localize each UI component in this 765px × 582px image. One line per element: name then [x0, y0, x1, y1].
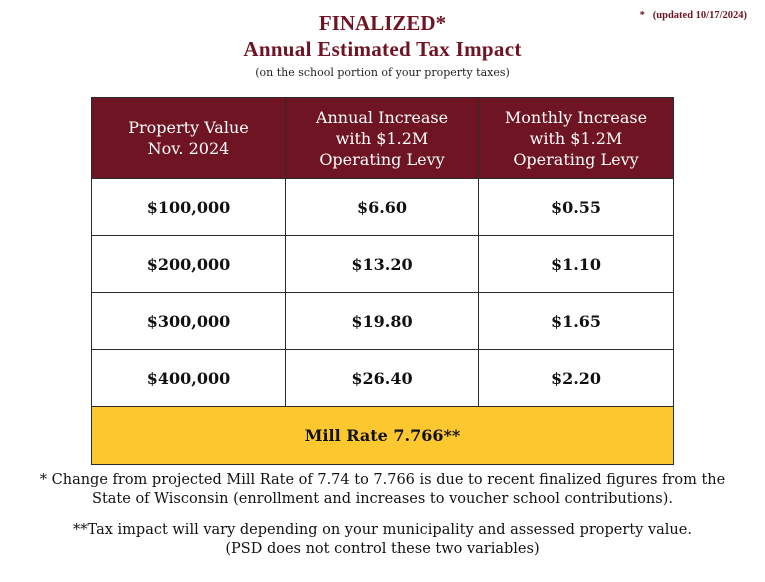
- footnote-mill-rate-change: * Change from projected Mill Rate of 7.7…: [0, 471, 765, 509]
- annual-increase-cell: $19.80: [285, 292, 479, 350]
- annual-increase-cell: $13.20: [285, 235, 479, 293]
- header-line: Operating Levy: [513, 149, 639, 169]
- property-value-cell: $100,000: [91, 178, 286, 236]
- header-line: Nov. 2024: [147, 139, 230, 158]
- property-value-cell: $300,000: [91, 292, 286, 350]
- page-title: Annual Estimated Tax Impact: [243, 37, 522, 61]
- table-row: $300,000 $19.80 $1.65: [91, 292, 674, 350]
- tax-impact-table: Property Value Nov. 2024 Annual Increase…: [91, 97, 674, 465]
- page-title-status: FINALIZED*: [318, 11, 447, 35]
- page-header: FINALIZED* Annual Estimated Tax Impact (…: [0, 10, 765, 79]
- updated-date-note: * (updated 10/17/2024): [639, 10, 747, 21]
- monthly-increase-cell: $1.10: [478, 235, 674, 293]
- property-value-cell: $400,000: [91, 349, 286, 407]
- header-line: Annual Increase: [315, 107, 449, 127]
- mill-rate-row: Mill Rate 7.766**: [91, 406, 674, 465]
- monthly-increase-cell: $2.20: [478, 349, 674, 407]
- page-subtitle: (on the school portion of your property …: [255, 66, 510, 79]
- monthly-increase-cell: $0.55: [478, 178, 674, 236]
- column-header-property-value: Property Value Nov. 2024: [91, 97, 286, 179]
- property-value-cell: $200,000: [91, 235, 286, 293]
- header-line: Property Value: [128, 118, 249, 137]
- table-row: $100,000 $6.60 $0.55: [91, 178, 674, 236]
- header-line: Operating Levy: [319, 149, 445, 169]
- footnote-line: State of Wisconsin (enrollment and incre…: [92, 491, 673, 507]
- header-line: with $1.2M: [529, 128, 623, 148]
- annual-increase-cell: $26.40: [285, 349, 479, 407]
- table-header-row: Property Value Nov. 2024 Annual Increase…: [91, 97, 674, 179]
- mill-rate-cell: Mill Rate 7.766**: [91, 406, 674, 465]
- footnote-line: **Tax impact will vary depending on your…: [73, 522, 692, 538]
- column-header-monthly-increase: Monthly Increase with $1.2M Operating Le…: [478, 97, 674, 179]
- footnote-tax-impact: **Tax impact will vary depending on your…: [0, 521, 765, 559]
- annual-increase-cell: $6.60: [285, 178, 479, 236]
- header-line: with $1.2M: [335, 128, 429, 148]
- table-row: $400,000 $26.40 $2.20: [91, 349, 674, 407]
- footnote-line: (PSD does not control these two variable…: [225, 541, 540, 557]
- monthly-increase-cell: $1.65: [478, 292, 674, 350]
- footnotes: * Change from projected Mill Rate of 7.7…: [0, 471, 765, 559]
- table-row: $200,000 $13.20 $1.10: [91, 235, 674, 293]
- header-line: Monthly Increase: [504, 107, 648, 127]
- column-header-annual-increase: Annual Increase with $1.2M Operating Lev…: [285, 97, 479, 179]
- footnote-line: * Change from projected Mill Rate of 7.7…: [39, 472, 726, 488]
